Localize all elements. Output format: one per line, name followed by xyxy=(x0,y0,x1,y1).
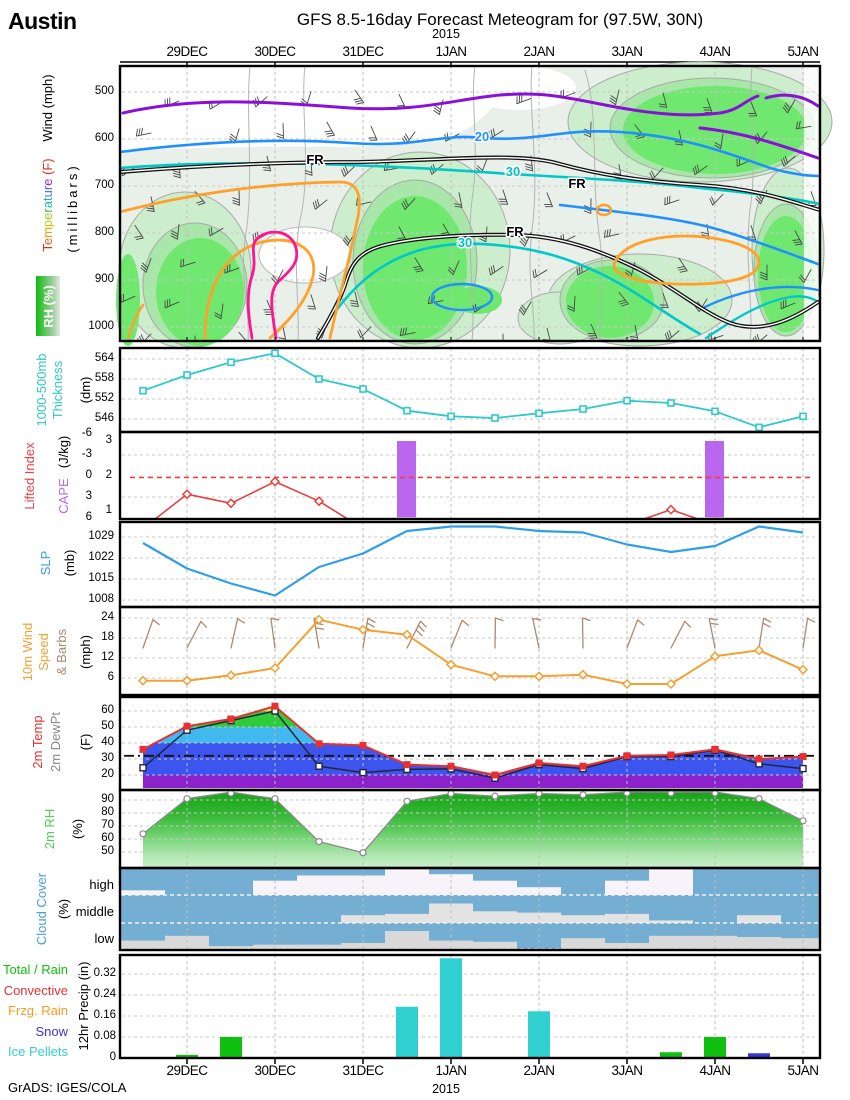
precip-tick-0: 0 xyxy=(109,1051,116,1063)
pressure-tick-600: 600 xyxy=(94,132,114,144)
day-label-bottom-3JAN: 3JAN xyxy=(611,1063,643,1078)
svg-text:30: 30 xyxy=(458,235,472,250)
slp-tick-1022: 1022 xyxy=(88,551,114,563)
thickness-tick-558: 558 xyxy=(94,371,114,384)
day-label-bottom-5JAN: 5JAN xyxy=(787,1063,819,1078)
day-label-bottom-29DEC: 29DEC xyxy=(166,1063,208,1078)
cloud-row-high: high xyxy=(89,877,114,892)
thickness-tick-546: 546 xyxy=(94,411,114,424)
pressure-tick-700: 700 xyxy=(94,179,114,191)
day-label-top-1JAN: 1JAN xyxy=(435,44,467,59)
lifted-index-label: Lifted Index xyxy=(22,442,37,510)
legend-snow: Snow xyxy=(35,1023,68,1039)
svg-text:FR: FR xyxy=(506,224,524,239)
thickness-tick-552: 552 xyxy=(94,391,114,404)
precip-tick-0.24: 0.24 xyxy=(93,988,116,1000)
cloud-row-low: low xyxy=(94,931,114,946)
rh2m-tick-70: 70 xyxy=(101,819,114,831)
legend-total---rain: Total / Rain xyxy=(2,962,68,977)
pressure-tick-1000: 1000 xyxy=(88,320,114,332)
cape-tick-1: 1 xyxy=(105,504,112,516)
li-tick--3: -3 xyxy=(81,448,92,460)
year-label-top: 2015 xyxy=(432,27,460,41)
day-label-bottom-30DEC: 30DEC xyxy=(254,1063,296,1078)
temp2m-tick-40: 40 xyxy=(101,736,114,748)
year-label-bottom: 2015 xyxy=(432,1082,460,1096)
day-label-top-5JAN: 5JAN xyxy=(787,44,819,59)
temp2m-tick-30: 30 xyxy=(101,752,114,764)
temp2m-tick-50: 50 xyxy=(101,720,114,732)
cloud-row-middle: middle xyxy=(75,904,114,919)
pressure-tick-900: 900 xyxy=(94,273,114,285)
day-label-bottom-1JAN: 1JAN xyxy=(435,1063,467,1078)
pressure-tick-800: 800 xyxy=(94,226,114,238)
grads-credit: GrADS: IGES/COLA xyxy=(8,1080,127,1095)
day-label-bottom-2JAN: 2JAN xyxy=(523,1063,555,1078)
precip-tick-0.08: 0.08 xyxy=(93,1030,116,1042)
temperature-axis-label: Temperature (F) xyxy=(40,158,55,252)
day-label-bottom-31DEC: 31DEC xyxy=(342,1063,384,1078)
slp-tick-1029: 1029 xyxy=(88,530,114,542)
li-tick-3: 3 xyxy=(85,490,92,502)
rh2m-tick-80: 80 xyxy=(101,806,114,818)
temp2m-tick-60: 60 xyxy=(101,704,114,716)
rh-axis-label: RH (%) xyxy=(36,276,60,336)
cape-tick-2: 2 xyxy=(105,469,112,481)
svg-text:FR: FR xyxy=(306,152,324,167)
day-label-top-30DEC: 30DEC xyxy=(254,44,296,59)
rh2m-tick-50: 50 xyxy=(101,845,114,857)
day-label-bottom-4JAN: 4JAN xyxy=(699,1063,731,1078)
svg-text:FR: FR xyxy=(568,176,586,191)
precip-tick-0.32: 0.32 xyxy=(93,967,116,979)
li-tick-6: 6 xyxy=(85,511,92,523)
day-label-top-3JAN: 3JAN xyxy=(611,44,643,59)
li-tick-0: 0 xyxy=(85,469,92,481)
svg-text:30: 30 xyxy=(506,164,520,179)
millibars-axis-label: (millibars) xyxy=(65,163,80,253)
temp2m-tick-20: 20 xyxy=(101,768,114,780)
legend-frzg--rain: Frzg. Rain xyxy=(8,1003,68,1018)
precip-tick-0.16: 0.16 xyxy=(93,1009,116,1021)
day-label-top-29DEC: 29DEC xyxy=(166,44,208,59)
day-label-top-31DEC: 31DEC xyxy=(342,44,384,59)
station-name: Austin xyxy=(8,8,77,34)
wind10m-tick-24: 24 xyxy=(101,611,114,623)
thickness-tick-564: 564 xyxy=(94,352,114,364)
legend-convective: Convective xyxy=(3,982,68,998)
rh2m-tick-60: 60 xyxy=(101,832,114,844)
wind10m-tick-6: 6 xyxy=(107,670,114,683)
li-tick--6: -6 xyxy=(81,427,92,439)
page-title: GFS 8.5-16day Forecast Meteogram for (97… xyxy=(296,10,704,29)
legend-ice-pellets: Ice Pellets xyxy=(8,1044,68,1059)
day-label-top-2JAN: 2JAN xyxy=(523,44,555,59)
slp-tick-1008: 1008 xyxy=(88,593,114,605)
cape-tick-3: 3 xyxy=(105,434,112,446)
wind10m-tick-12: 12 xyxy=(101,650,114,663)
pressure-tick-500: 500 xyxy=(94,85,114,97)
wind10m-tick-18: 18 xyxy=(101,630,114,643)
rh2m-tick-90: 90 xyxy=(101,793,114,805)
slp-tick-1015: 1015 xyxy=(88,572,114,584)
day-label-top-4JAN: 4JAN xyxy=(699,44,731,59)
svg-text:20: 20 xyxy=(475,129,489,144)
